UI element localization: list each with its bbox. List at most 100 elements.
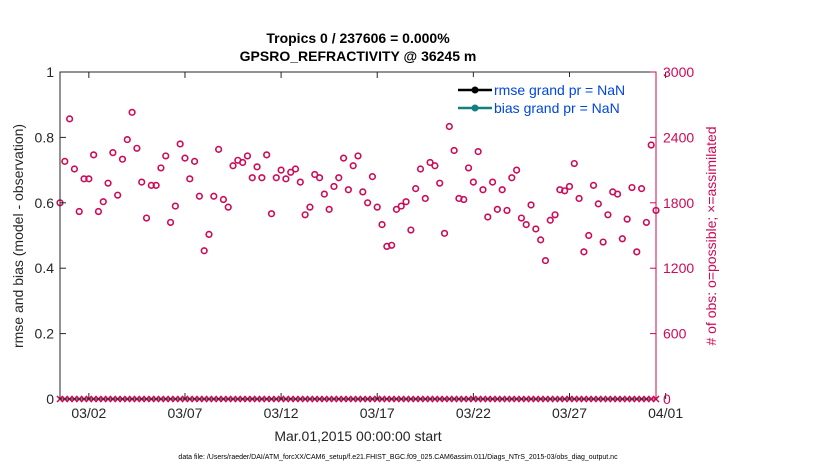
possible-point (541, 256, 550, 265)
possible-point (440, 229, 449, 237)
possible-point (378, 221, 386, 229)
possible-point (580, 248, 588, 256)
possible-point (623, 215, 631, 223)
possible-point (205, 230, 213, 239)
possible-point (272, 174, 280, 182)
possible-point (138, 178, 146, 186)
y-axis-label-right: # of obs: o=possible; ×=assimilated (703, 126, 719, 345)
possible-point (320, 190, 328, 198)
possible-point (282, 175, 290, 183)
legend-rmse-label: rmse grand pr = NaN (494, 82, 625, 98)
possible-point (99, 198, 107, 206)
x-tick-label: 03/07 (167, 405, 202, 421)
possible-point (407, 226, 415, 234)
possible-point (219, 195, 228, 204)
possible-point (277, 166, 285, 174)
possible-point (474, 147, 482, 156)
right-tick-label: 0 (663, 391, 671, 407)
possible-point (416, 165, 425, 173)
x-tick-label: 04/01 (648, 405, 683, 421)
possible-point (628, 183, 636, 192)
possible-point (633, 248, 641, 256)
possible-point (243, 152, 252, 160)
possible-point (373, 203, 381, 211)
possible-point (248, 174, 256, 182)
possible-point (594, 200, 602, 208)
possible-point (166, 218, 175, 227)
possible-point (450, 146, 458, 155)
possible-point (421, 194, 429, 203)
possible-point (109, 149, 117, 157)
possible-point (287, 168, 295, 176)
possible-point (551, 211, 559, 219)
possible-point (527, 201, 535, 209)
possible-point (162, 152, 170, 160)
legend-bias-marker (471, 104, 479, 112)
possible-point (537, 236, 545, 244)
left-tick-label: 0.8 (35, 129, 55, 145)
possible-point (171, 202, 179, 210)
possible-point (315, 174, 324, 182)
possible-point (70, 165, 79, 173)
plot-area-frame (59, 71, 657, 400)
possible-point (306, 203, 314, 211)
possible-point (613, 190, 622, 198)
possible-point (239, 158, 247, 167)
possible-point (585, 231, 593, 240)
possible-point (599, 238, 607, 246)
possible-point (464, 164, 473, 172)
possible-point (532, 225, 540, 233)
right-tick-label: 1200 (663, 260, 694, 276)
possible-point (359, 188, 367, 196)
possible-point (431, 162, 439, 170)
possible-point (195, 192, 203, 200)
possible-point (354, 152, 362, 160)
legend: rmse grand pr = NaN bias grand pr = NaN (448, 77, 646, 119)
left-tick-label: 0.6 (35, 195, 55, 211)
x-tick-label: 03/27 (552, 405, 587, 421)
possible-point (517, 214, 526, 222)
possible-point (575, 194, 583, 203)
possible-point (263, 151, 271, 159)
possible-point (412, 185, 420, 193)
possible-point (210, 192, 218, 200)
possible-point (330, 182, 338, 191)
possible-point (157, 164, 165, 172)
possible-point (479, 186, 487, 194)
left-tick-label: 1 (46, 64, 54, 80)
possible-point (339, 154, 348, 162)
x-tick-label: 03/17 (360, 405, 395, 421)
x-axis-ticks: 03/02 03/07 03/12 03/17 03/22 03/27 04/01 (71, 72, 683, 421)
possible-point (565, 182, 574, 191)
possible-point (75, 207, 83, 216)
possible-point (445, 122, 453, 131)
right-tick-label: 1800 (663, 195, 694, 211)
possible-point (392, 205, 401, 213)
possible-point (508, 174, 516, 182)
possible-point (469, 178, 477, 186)
possible-point (296, 178, 304, 186)
chart-title-line1: Tropics 0 / 237606 = 0.000% (266, 30, 450, 46)
possible-point (181, 154, 189, 162)
possible-point (604, 211, 612, 219)
possible-point (94, 207, 103, 216)
legend-rmse-marker (471, 86, 479, 94)
possible-point (114, 191, 122, 199)
possible-point (66, 115, 74, 123)
possible-point (200, 247, 208, 255)
possible-point (61, 157, 69, 165)
left-tick-label: 0 (46, 391, 54, 407)
possible-point (642, 218, 650, 227)
possible-point (301, 211, 309, 219)
possible-point (503, 206, 511, 215)
possible-point (436, 179, 444, 187)
possible-point (90, 151, 98, 159)
possible-point (546, 216, 554, 224)
possible-point (388, 241, 396, 249)
right-axis-ticks: 0 600 1200 1800 2400 3000 (650, 64, 694, 407)
possible-point (152, 181, 160, 189)
possible-point (484, 213, 492, 221)
x-axis-label: Mar.01,2015 00:00:00 start (274, 428, 441, 444)
possible-point (498, 186, 506, 194)
